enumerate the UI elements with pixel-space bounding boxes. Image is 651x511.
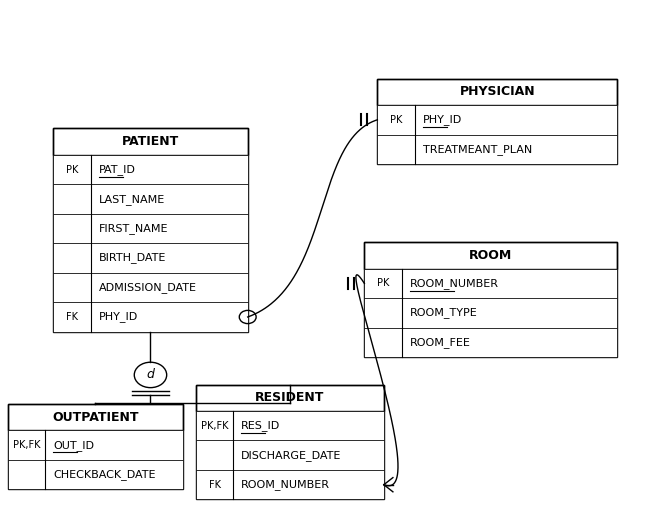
Bar xyxy=(365,269,617,298)
Text: OUT_ID: OUT_ID xyxy=(53,439,94,451)
Text: PHY_ID: PHY_ID xyxy=(422,114,462,125)
Bar xyxy=(196,411,384,440)
Bar xyxy=(8,404,183,489)
Text: PHY_ID: PHY_ID xyxy=(98,312,138,322)
Bar xyxy=(53,155,248,184)
Text: TREATMEANT_PLAN: TREATMEANT_PLAN xyxy=(422,144,532,155)
Text: PK,FK: PK,FK xyxy=(201,421,229,431)
Bar xyxy=(53,243,248,273)
Bar xyxy=(378,134,617,164)
Text: PATIENT: PATIENT xyxy=(122,135,179,148)
Bar xyxy=(378,105,617,134)
Text: DISCHARGE_DATE: DISCHARGE_DATE xyxy=(242,450,342,461)
Bar xyxy=(8,460,183,489)
Text: ROOM_NUMBER: ROOM_NUMBER xyxy=(242,479,330,490)
Text: PAT_ID: PAT_ID xyxy=(98,164,135,175)
Text: d: d xyxy=(146,368,154,381)
Text: ADMISSION_DATE: ADMISSION_DATE xyxy=(98,282,197,293)
Bar xyxy=(378,79,617,105)
Bar xyxy=(196,385,384,499)
Text: RES_ID: RES_ID xyxy=(242,421,281,431)
Text: BIRTH_DATE: BIRTH_DATE xyxy=(98,252,166,264)
Bar xyxy=(365,298,617,328)
Bar xyxy=(53,302,248,332)
Text: PK: PK xyxy=(66,165,78,175)
Bar xyxy=(53,214,248,243)
Text: CHECKBACK_DATE: CHECKBACK_DATE xyxy=(53,469,156,480)
Text: RESIDENT: RESIDENT xyxy=(255,391,325,404)
Bar xyxy=(365,242,617,269)
Bar xyxy=(196,440,384,470)
Text: PK: PK xyxy=(390,115,402,125)
Bar xyxy=(196,470,384,499)
Bar xyxy=(8,404,183,430)
Text: ROOM_NUMBER: ROOM_NUMBER xyxy=(409,278,499,289)
Bar xyxy=(53,128,248,332)
Text: FK: FK xyxy=(66,312,78,322)
Text: LAST_NAME: LAST_NAME xyxy=(98,194,165,204)
Bar xyxy=(365,242,617,357)
Bar xyxy=(365,328,617,357)
Text: ROOM_FEE: ROOM_FEE xyxy=(409,337,471,348)
Text: ROOM: ROOM xyxy=(469,249,512,262)
Text: ROOM_TYPE: ROOM_TYPE xyxy=(409,308,478,318)
Bar xyxy=(8,430,183,460)
Bar xyxy=(53,128,248,155)
Text: OUTPATIENT: OUTPATIENT xyxy=(52,411,139,424)
Text: PK,FK: PK,FK xyxy=(13,440,40,450)
Bar xyxy=(378,79,617,164)
Text: PHYSICIAN: PHYSICIAN xyxy=(460,85,535,98)
Bar xyxy=(53,273,248,302)
Text: FIRST_NAME: FIRST_NAME xyxy=(98,223,168,234)
Bar xyxy=(53,184,248,214)
Text: PK: PK xyxy=(377,278,389,288)
Text: FK: FK xyxy=(209,480,221,490)
Bar xyxy=(196,385,384,411)
